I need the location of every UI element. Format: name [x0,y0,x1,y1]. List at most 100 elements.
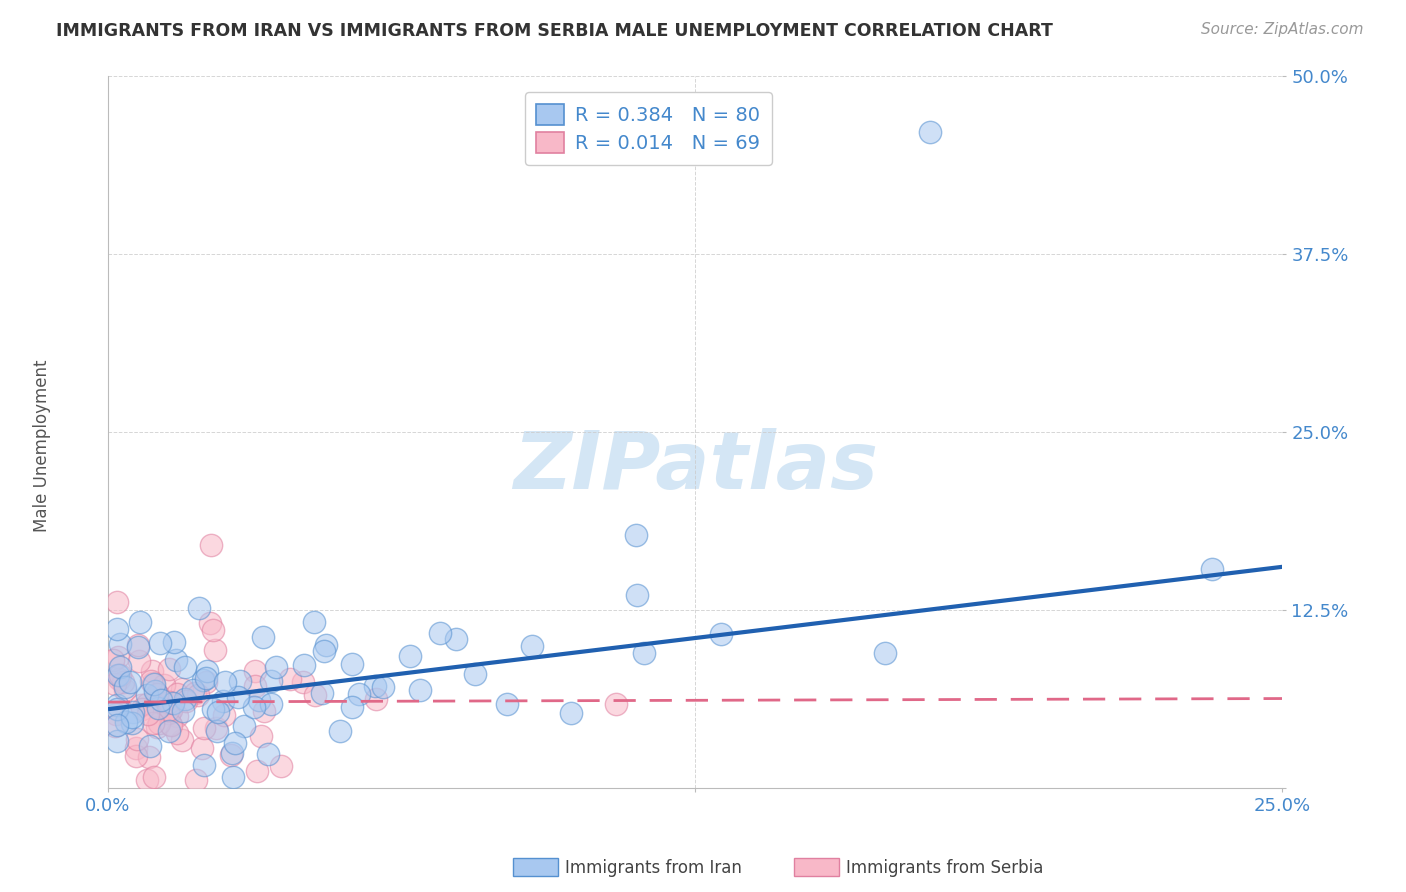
Point [247,693,270,707]
Point [181,683,204,698]
Point [105,717,128,731]
Point [201,702,224,716]
Point [188,601,211,615]
Point [141,665,163,679]
Point [873,646,896,660]
Point [122,705,145,719]
Point [135,698,157,712]
Point [364,679,387,693]
Point [114,680,136,694]
Point [243,664,266,678]
Point [152,678,174,692]
Point [605,698,627,712]
Point [340,657,363,672]
Point [214,674,236,689]
Point [101,653,124,667]
Point [304,689,326,703]
Point [142,676,165,690]
Point [212,707,235,722]
Point [221,746,243,760]
Point [245,679,267,693]
Point [207,706,229,720]
Point [626,589,648,603]
Point [131,698,153,713]
Point [194,674,217,689]
Point [125,749,148,764]
Point [222,770,245,784]
Text: IMMIGRANTS FROM IRAN VS IMMIGRANTS FROM SERBIA MALE UNEMPLOYMENT CORRELATION CHA: IMMIGRANTS FROM IRAN VS IMMIGRANTS FROM … [56,22,1053,40]
Point [399,649,422,664]
Point [145,720,167,734]
Point [105,734,128,748]
Point [349,687,371,701]
Point [128,654,150,668]
Text: Immigrants from Serbia: Immigrants from Serbia [846,859,1043,877]
Point [111,675,134,690]
Point [224,736,246,750]
Point [560,706,582,721]
Point [198,616,221,631]
Text: ZIPatlas: ZIPatlas [513,428,877,506]
Point [172,704,194,718]
Point [125,731,148,746]
Point [146,701,169,715]
Point [184,685,207,699]
Point [145,698,167,713]
Point [264,660,287,674]
Point [253,705,276,719]
Legend: R = 0.384   N = 80, R = 0.014   N = 69: R = 0.384 N = 80, R = 0.014 N = 69 [524,93,772,165]
Point [148,716,170,731]
Point [522,640,544,654]
Point [205,724,228,739]
Point [162,696,184,710]
Point [105,595,128,609]
Text: Immigrants from Iran: Immigrants from Iran [565,859,742,877]
Point [121,715,143,730]
Point [108,668,131,682]
Point [195,665,218,679]
Point [165,653,187,667]
Point [104,719,127,733]
Point [146,688,169,702]
Point [143,770,166,784]
Point [157,662,180,676]
Point [232,719,254,733]
Point [340,699,363,714]
Point [142,716,165,731]
Point [157,695,180,709]
Point [105,622,128,636]
Point [136,706,159,721]
Point [260,697,283,711]
Point [166,687,188,701]
Point [157,723,180,738]
Point [195,671,218,685]
Point [329,723,352,738]
Point [170,682,193,697]
Point [107,672,129,686]
Point [159,706,181,720]
Point [139,673,162,688]
Point [190,740,212,755]
Point [366,692,388,706]
Point [118,674,141,689]
Point [315,638,337,652]
Point [1201,562,1223,576]
Point [311,686,333,700]
Point [496,697,519,711]
Point [131,702,153,716]
Point [105,698,128,712]
Point [292,657,315,672]
Point [172,733,194,747]
Point [229,674,252,689]
Point [105,702,128,716]
Point [110,660,132,674]
Point [149,693,172,707]
Point [187,688,209,702]
Point [193,721,215,735]
Point [166,726,188,740]
Point [142,677,165,691]
Point [219,748,242,763]
Point [104,677,127,691]
Point [127,638,149,652]
Point [138,739,160,753]
